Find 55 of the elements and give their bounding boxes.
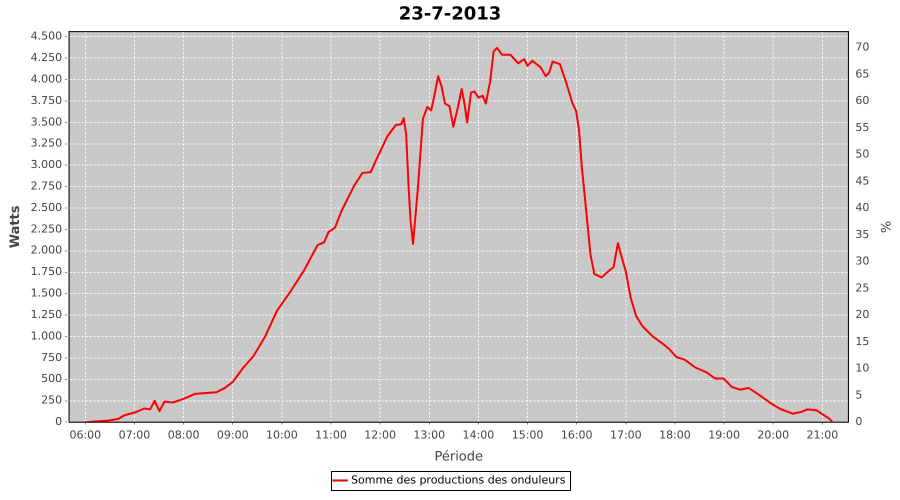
x-tick-label: 21:00 bbox=[806, 428, 838, 442]
y-tick-label: 0 bbox=[55, 415, 62, 428]
x-axis-title: Période bbox=[434, 450, 484, 465]
y2-tick-label: 0 bbox=[855, 415, 862, 428]
y2-tick-label: 5 bbox=[855, 388, 862, 402]
y-tick-label: 1.500 bbox=[30, 286, 62, 300]
y-axis-title: Watts bbox=[8, 205, 24, 248]
x-tick-label: 18:00 bbox=[659, 428, 691, 442]
y-tick-label: 1.000 bbox=[30, 329, 62, 342]
y-tick-label: 1.750 bbox=[30, 265, 62, 278]
y2-tick-label: 10 bbox=[855, 362, 870, 375]
y2-tick-label: 35 bbox=[855, 228, 870, 241]
y2-tick-label: 30 bbox=[855, 254, 870, 268]
y-tick-label: 3.750 bbox=[30, 94, 62, 107]
y-tick-label: 4.500 bbox=[30, 30, 62, 43]
legend-label: Somme des productions des onduleurs bbox=[351, 473, 566, 486]
y-tick-label: 3.000 bbox=[30, 158, 62, 172]
y2-tick-label: 45 bbox=[855, 174, 870, 188]
x-tick-label: 17:00 bbox=[610, 428, 642, 442]
x-tick-label: 15:00 bbox=[512, 428, 544, 442]
y-tick-label: 3.500 bbox=[30, 115, 62, 128]
x-tick-label: 19:00 bbox=[708, 428, 740, 442]
y2-tick-label: 60 bbox=[855, 94, 870, 108]
y-tick-label: 3.250 bbox=[30, 136, 62, 150]
y-tick-label: 500 bbox=[41, 372, 62, 386]
y-tick-label: 4.000 bbox=[30, 72, 62, 86]
y2-tick-label: 50 bbox=[855, 148, 870, 161]
x-tick-label: 10:00 bbox=[266, 428, 298, 442]
y2-tick-label: 20 bbox=[855, 308, 870, 322]
y2-tick-label: 15 bbox=[855, 334, 870, 348]
y2-tick-label: 25 bbox=[855, 281, 870, 294]
y2-tick-label: 65 bbox=[855, 67, 870, 80]
x-tick-label: 06:00 bbox=[69, 428, 102, 442]
x-tick-label: 09:00 bbox=[216, 428, 249, 442]
y-tick-label: 250 bbox=[41, 394, 62, 407]
y-tick-label: 2.000 bbox=[30, 244, 62, 257]
x-tick-label: 16:00 bbox=[560, 428, 593, 442]
x-tick-label: 12:00 bbox=[364, 428, 396, 442]
x-tick-label: 08:00 bbox=[168, 428, 200, 442]
y-tick-label: 2.250 bbox=[30, 222, 62, 236]
x-tick-label: 11:00 bbox=[315, 428, 347, 442]
y2-tick-label: 70 bbox=[855, 40, 870, 54]
y2-tick-label: 40 bbox=[855, 201, 870, 214]
chart-title: 23-7-2013 bbox=[398, 3, 502, 24]
x-tick-label: 13:00 bbox=[413, 428, 446, 442]
x-tick-label: 07:00 bbox=[118, 428, 150, 442]
x-tick-label: 20:00 bbox=[757, 428, 790, 442]
y-tick-label: 2.750 bbox=[30, 180, 62, 192]
y-tick-label: 1.250 bbox=[30, 308, 62, 321]
x-tick-label: 14:00 bbox=[462, 428, 494, 442]
y-tick-label: 4.250 bbox=[30, 51, 62, 64]
y2-axis-title: % bbox=[876, 220, 892, 234]
y-tick-label: 750 bbox=[41, 350, 62, 364]
y2-tick-label: 55 bbox=[855, 120, 870, 134]
y-tick-label: 2.500 bbox=[30, 200, 62, 214]
